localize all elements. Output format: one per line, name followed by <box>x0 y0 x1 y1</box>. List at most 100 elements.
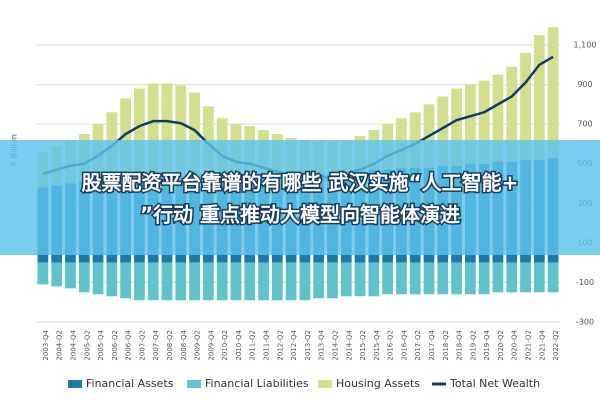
bar <box>464 262 476 295</box>
x-tick-label: 2016-Q2 <box>387 330 395 361</box>
bar <box>547 27 559 158</box>
x-tick-label: 2015-Q2 <box>359 330 367 361</box>
bar <box>437 96 449 166</box>
x-tick-label: 2016-Q4 <box>400 329 408 360</box>
x-tick-label: 2018-Q2 <box>442 330 450 361</box>
bar <box>147 83 159 178</box>
x-tick-label: 2012-Q2 <box>276 330 284 361</box>
x-tick-label: 2021-Q4 <box>538 329 546 360</box>
y-tick-label: 700 <box>577 120 592 129</box>
bar <box>368 262 380 297</box>
x-tick-label: 2019-Q2 <box>469 330 477 361</box>
x-tick-label: 2005-Q4 <box>97 329 105 360</box>
x-tick-label: 2013-Q4 <box>318 329 326 360</box>
x-tick-label: 2020-Q4 <box>511 329 519 360</box>
banner-line: ”行动 重点推动大模型向智能体演进 <box>140 203 460 227</box>
legend-label: Housing Assets <box>336 377 420 390</box>
bar <box>520 52 531 160</box>
bar <box>65 262 76 289</box>
x-tick-label: 2020-Q2 <box>497 330 505 361</box>
y-tick-label: -100 <box>576 278 594 287</box>
bar <box>409 112 421 168</box>
bar <box>175 85 187 182</box>
bar <box>175 262 187 301</box>
bar <box>547 262 559 293</box>
bar <box>533 35 545 160</box>
x-tick-label: 2008-Q2 <box>166 330 174 361</box>
bar <box>134 88 145 176</box>
bar <box>202 262 214 301</box>
x-tick-label: 2006-Q4 <box>125 329 133 360</box>
y-tick-label: -300 <box>576 318 594 327</box>
x-tick-label: 2004-Q4 <box>69 329 77 360</box>
bar <box>92 262 104 295</box>
bar <box>78 262 90 293</box>
x-tick-label: 2007-Q2 <box>138 330 146 361</box>
x-tick-label: 2009-Q4 <box>207 329 215 360</box>
bar <box>506 262 518 293</box>
legend-swatch <box>318 380 332 388</box>
bar <box>244 262 256 301</box>
bar <box>161 262 173 301</box>
bar <box>51 262 63 287</box>
x-tick-label: 2005-Q2 <box>83 330 91 361</box>
bar <box>340 262 352 297</box>
bar <box>189 92 200 180</box>
legend-label: Financial Assets <box>86 377 174 390</box>
bar <box>258 262 269 301</box>
bar <box>161 83 173 180</box>
x-tick-label: 2014-Q2 <box>331 330 339 361</box>
bar <box>520 262 531 293</box>
x-tick-label: 2008-Q4 <box>180 329 188 360</box>
bar <box>451 88 462 166</box>
x-tick-label: 2010-Q4 <box>235 329 243 360</box>
x-tick-label: 2010-Q2 <box>221 330 229 361</box>
y-tick-label: 1,100 <box>574 41 597 50</box>
bar <box>478 262 490 295</box>
x-tick-label: 2013-Q2 <box>304 330 312 361</box>
x-tick-label: 2011-Q2 <box>249 330 257 361</box>
bar <box>327 262 338 299</box>
bar <box>423 262 435 295</box>
bar <box>354 262 366 297</box>
x-tick-label: 2021-Q2 <box>525 330 533 361</box>
x-tick-label: 2018-Q4 <box>456 329 464 360</box>
x-tick-label: 2017-Q2 <box>414 330 422 361</box>
legend-swatch <box>187 380 201 388</box>
banner-background <box>0 140 600 255</box>
bar <box>533 262 545 293</box>
bar <box>492 262 504 293</box>
y-tick-label: 900 <box>577 80 592 89</box>
x-tick-label: 2022-Q2 <box>552 330 560 361</box>
bar <box>437 262 449 295</box>
bar <box>147 262 159 301</box>
x-tick-label: 2007-Q4 <box>152 329 160 360</box>
bar <box>271 262 283 301</box>
bar <box>120 98 132 176</box>
banner-line: 股票配资平台靠谱的有哪些 武汉实施“人工智能+ <box>82 171 519 195</box>
x-tick-label: 2004-Q2 <box>56 330 64 361</box>
x-tick-label: 2003-Q4 <box>42 329 50 360</box>
bar <box>134 262 145 301</box>
bar <box>464 84 476 164</box>
x-tick-label: 2014-Q4 <box>345 329 353 360</box>
bar <box>396 262 407 295</box>
x-tick-label: 2019-Q4 <box>483 329 491 360</box>
bar <box>382 262 394 295</box>
bar <box>189 262 200 301</box>
bar <box>478 80 490 164</box>
x-tick-label: 2009-Q2 <box>194 330 202 361</box>
bar <box>506 66 518 162</box>
legend-label: Total Net Wealth <box>449 377 540 390</box>
bar <box>313 262 325 299</box>
bar <box>216 262 228 301</box>
x-tick-label: 2012-Q4 <box>290 329 298 360</box>
overlay-banner: 股票配资平台靠谱的有哪些 武汉实施“人工智能+ ”行动 重点推动大模型向智能体演… <box>0 140 600 255</box>
x-tick-label: 2006-Q2 <box>111 330 119 361</box>
bar <box>120 262 132 299</box>
bar <box>299 262 311 301</box>
bar <box>451 262 462 295</box>
bar <box>106 262 118 297</box>
x-tick-label: 2015-Q4 <box>373 329 381 360</box>
